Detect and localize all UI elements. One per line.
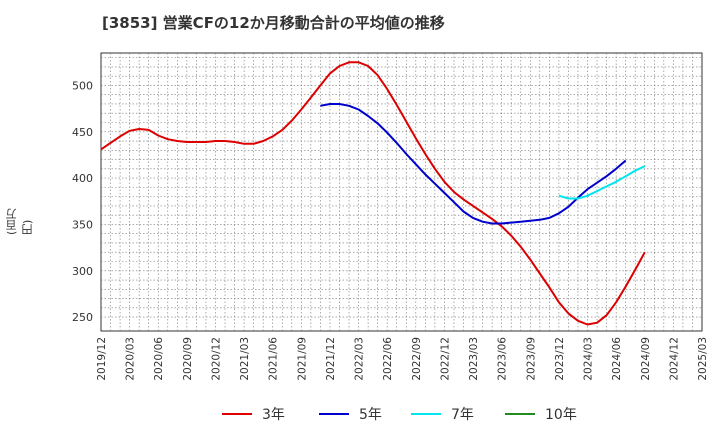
series-line-2 bbox=[558, 165, 646, 200]
y-tick-label: 500 bbox=[72, 79, 93, 92]
x-tick-label: 2024/12 bbox=[668, 337, 680, 381]
grid bbox=[101, 53, 702, 331]
x-tick-label: 2023/12 bbox=[554, 337, 566, 381]
y-tick-label: 300 bbox=[72, 265, 93, 278]
plot-area bbox=[100, 52, 703, 332]
x-tick-label: 2025/03 bbox=[697, 337, 709, 381]
legend-label: 10年 bbox=[545, 407, 577, 423]
y-tick-label: 400 bbox=[72, 172, 93, 185]
series-lines bbox=[100, 61, 646, 326]
x-tick-label: 2020/09 bbox=[182, 337, 194, 381]
plot-frame bbox=[100, 52, 703, 332]
legend-item-2: 7年 bbox=[411, 407, 474, 423]
y-tick-label: 450 bbox=[72, 126, 93, 139]
x-tick-label: 2022/06 bbox=[382, 337, 394, 381]
y-tick-label: 250 bbox=[72, 311, 93, 324]
x-tick-label: 2020/03 bbox=[125, 337, 137, 381]
legend-label: 3年 bbox=[262, 407, 285, 423]
x-tick-label: 2022/12 bbox=[439, 337, 451, 381]
x-tick-label: 2021/12 bbox=[325, 337, 337, 381]
x-tick-label: 2019/12 bbox=[96, 337, 108, 381]
series-line-0 bbox=[100, 61, 646, 326]
x-tick-label: 2024/09 bbox=[640, 337, 652, 381]
x-tick-label: 2020/12 bbox=[210, 337, 222, 381]
x-tick-label: 2021/06 bbox=[268, 337, 280, 381]
legend-label: 7年 bbox=[451, 407, 474, 423]
y-tick-label: 350 bbox=[72, 218, 93, 231]
legend: 3年 5年 7年 10年 bbox=[222, 407, 577, 423]
legend-item-3: 10年 bbox=[505, 407, 577, 423]
x-tick-label: 2024/06 bbox=[611, 337, 623, 381]
x-tick-label: 2023/03 bbox=[468, 337, 480, 381]
y-axis-ticks: 250 300 350 400 450 500 bbox=[72, 79, 93, 324]
x-tick-label: 2020/06 bbox=[153, 337, 165, 381]
x-tick-label: 2023/09 bbox=[525, 337, 537, 381]
legend-item-1: 5年 bbox=[319, 407, 382, 423]
chart-title: [3853] 営業CFの12か月移動合計の平均値の推移 bbox=[102, 14, 445, 32]
x-tick-label: 2021/09 bbox=[296, 337, 308, 381]
x-tick-label: 2024/03 bbox=[583, 337, 595, 381]
x-tick-label: 2022/03 bbox=[354, 337, 366, 381]
legend-label: 5年 bbox=[359, 407, 382, 423]
x-tick-label: 2023/06 bbox=[497, 337, 509, 381]
x-tick-label: 2022/09 bbox=[411, 337, 423, 381]
x-axis-ticks: 2019/12 2020/03 2020/06 2020/09 2020/12 2021/… bbox=[96, 337, 709, 381]
x-tick-label: 2021/03 bbox=[239, 337, 251, 381]
legend-item-0: 3年 bbox=[222, 407, 285, 423]
series-line-1 bbox=[320, 103, 627, 225]
